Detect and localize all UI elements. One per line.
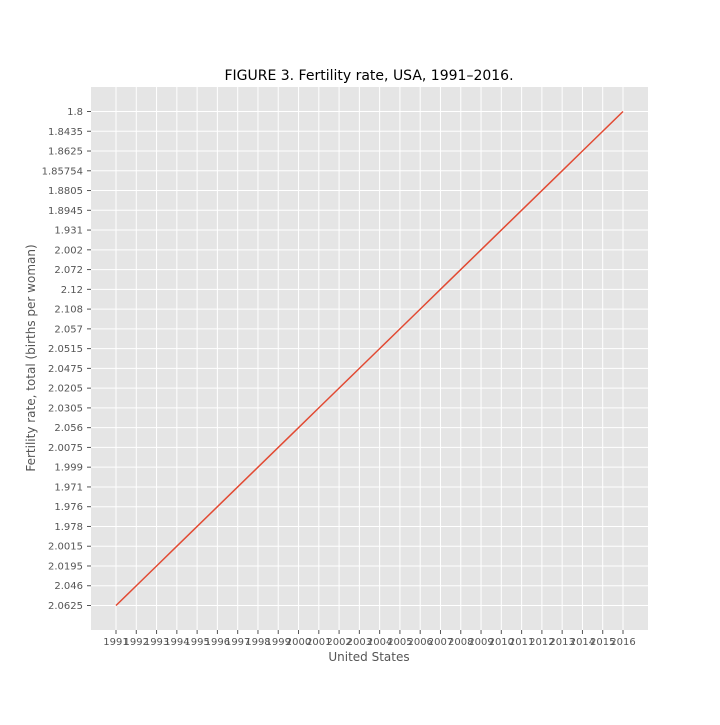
x-tick-label: 2000 (286, 637, 311, 648)
y-tick-label: 1.85754 (42, 166, 83, 177)
x-tick-label: 2007 (428, 637, 453, 648)
y-tick-label: 1.8805 (48, 186, 83, 197)
x-tick-label: 1996 (205, 637, 230, 648)
y-tick-label: 1.8945 (48, 206, 83, 217)
x-tick-label: 2001 (306, 637, 331, 648)
x-tick-label: 2004 (367, 637, 392, 648)
series-layer (115, 110, 624, 607)
y-tick-label: 1.931 (54, 226, 83, 237)
y-tick-label: 2.0305 (48, 403, 83, 414)
y-tick-label: 2.046 (54, 581, 83, 592)
y-tick-label: 2.108 (54, 305, 83, 316)
y-tick-label: 2.0205 (48, 384, 83, 395)
chart-title: FIGURE 3. Fertility rate, USA, 1991–2016… (224, 68, 513, 84)
y-tick-label: 2.0475 (48, 364, 83, 375)
x-tick-label: 2015 (590, 637, 615, 648)
x-axis-label: United States (328, 650, 409, 664)
x-tick-label: 1992 (124, 637, 149, 648)
y-tick-label: 1.8625 (48, 147, 83, 158)
y-axis-label: Fertility rate, total (births per woman) (24, 244, 38, 471)
x-tick-label: 2016 (610, 637, 635, 648)
x-axis: 1991199219931994199519961997199819992000… (103, 630, 636, 648)
x-tick-label: 1998 (245, 637, 270, 648)
y-tick-label: 2.0075 (48, 443, 83, 454)
x-tick-label: 2002 (326, 637, 351, 648)
x-tick-label: 2008 (448, 637, 473, 648)
x-tick-label: 1991 (103, 637, 128, 648)
x-tick-label: 2005 (387, 637, 412, 648)
x-tick-label: 2014 (570, 637, 595, 648)
y-tick-label: 2.056 (54, 423, 83, 434)
y-tick-label: 2.0515 (48, 344, 83, 355)
x-tick-label: 1999 (266, 637, 291, 648)
x-tick-label: 1995 (184, 637, 209, 648)
x-tick-label: 1994 (164, 637, 189, 648)
x-tick-label: 2009 (468, 637, 493, 648)
y-tick-label: 1.999 (54, 463, 83, 474)
x-tick-label: 2006 (407, 637, 432, 648)
y-tick-label: 1.8435 (48, 127, 83, 138)
y-tick-label: 2.0195 (48, 561, 83, 572)
y-tick-label: 2.0015 (48, 542, 83, 553)
y-tick-label: 2.0625 (48, 601, 83, 612)
x-tick-label: 1993 (144, 637, 169, 648)
y-tick-label: 2.072 (54, 265, 83, 276)
x-tick-label: 2012 (529, 637, 554, 648)
x-tick-label: 2010 (489, 637, 514, 648)
grid (91, 87, 648, 630)
y-tick-label: 1.976 (54, 502, 83, 513)
y-tick-label: 2.12 (61, 285, 83, 296)
x-tick-label: 2013 (549, 637, 574, 648)
y-tick-label: 2.057 (54, 324, 83, 335)
y-tick-label: 2.002 (54, 245, 83, 256)
y-axis: 2.0625 2.046 2.0195 2.0015 1.978 1.976 1.971 1.… (42, 107, 91, 612)
series-line (115, 110, 624, 607)
y-tick-label: 1.978 (54, 522, 83, 533)
x-tick-label: 2003 (347, 637, 372, 648)
x-tick-label: 2011 (509, 637, 534, 648)
y-tick-label: 1.971 (54, 482, 83, 493)
x-tick-label: 1997 (225, 637, 250, 648)
y-tick-label: 1.8 (67, 107, 83, 118)
